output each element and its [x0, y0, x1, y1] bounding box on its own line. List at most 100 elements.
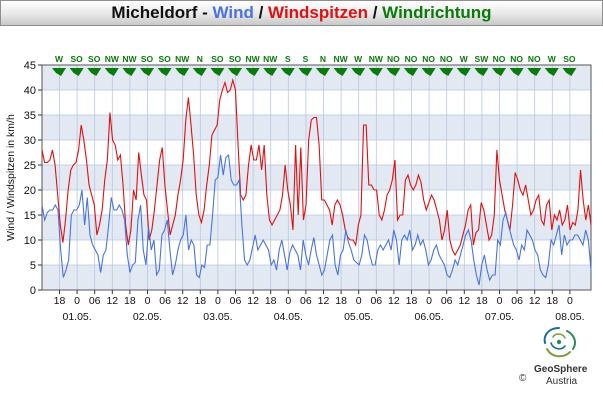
direction-label: SO	[158, 54, 171, 64]
direction-label: S	[303, 54, 309, 64]
x-date-label: 02.05.	[133, 311, 162, 323]
direction-flag-icon	[122, 68, 137, 76]
x-hour-label: 18	[476, 295, 488, 307]
y-tick-label: 5	[30, 260, 36, 272]
direction-flag-icon	[386, 68, 401, 76]
y-tick-label: 45	[24, 60, 36, 72]
title-sep-2: /	[253, 3, 269, 22]
x-hour-label: 12	[106, 295, 118, 307]
title-sep-3: /	[368, 3, 383, 22]
direction-label: S	[285, 54, 291, 64]
x-hour-label: 06	[89, 295, 101, 307]
x-hour-label: 06	[300, 295, 312, 307]
x-hour-label: 12	[458, 295, 470, 307]
x-date-label: 07.05.	[485, 311, 514, 323]
x-date-label: 03.05.	[203, 311, 232, 323]
x-hour-label: 0	[145, 295, 151, 307]
direction-label: W	[354, 54, 363, 64]
direction-label: W	[460, 54, 469, 64]
direction-label: NW	[122, 54, 137, 64]
brand-sub: Austria	[546, 376, 578, 387]
x-hour-label: 18	[546, 295, 558, 307]
direction-label: W	[548, 54, 557, 64]
x-hour-label: 12	[177, 295, 189, 307]
direction-flag-icon	[175, 68, 190, 76]
direction-flag-icon	[87, 68, 102, 76]
plot-border	[41, 64, 592, 291]
x-date-label: 01.05.	[62, 311, 91, 323]
x-hour-label: 18	[54, 295, 66, 307]
direction-flag-icon	[210, 68, 225, 76]
wind-series-line	[41, 153, 592, 286]
title-station: Micheldorf	[111, 3, 198, 22]
copyright-symbol: ©	[519, 373, 527, 384]
direction-flag-icon	[509, 68, 524, 76]
x-hour-label: 06	[370, 295, 382, 307]
y-tick-label: 15	[24, 210, 36, 222]
direction-label: NW	[246, 54, 261, 64]
plot-band	[42, 265, 591, 290]
x-date-label: 05.05.	[344, 311, 373, 323]
x-date-label: 06.05.	[414, 311, 443, 323]
x-hour-label: 18	[406, 295, 418, 307]
x-hour-label: 06	[230, 295, 242, 307]
direction-label: NO	[422, 54, 435, 64]
direction-flag-icon	[474, 68, 489, 76]
direction-flag-icon	[140, 68, 154, 76]
x-hour-label: 0	[356, 295, 362, 307]
direction-flag-icon	[245, 68, 260, 76]
y-tick-label: 30	[24, 135, 36, 147]
geosphere-logo	[537, 325, 581, 361]
direction-label: SW	[475, 54, 490, 64]
direction-label: NW	[263, 54, 278, 64]
geosphere-logo-icon	[543, 327, 576, 358]
brand-name: GeoSphere	[534, 364, 588, 375]
direction-label: SO	[229, 54, 242, 64]
direction-label: W	[55, 54, 64, 64]
x-hour-label: 18	[265, 295, 277, 307]
x-hour-label: 12	[247, 295, 259, 307]
x-date-label: 04.05.	[274, 311, 303, 323]
direction-flag-icon	[368, 68, 383, 76]
direction-flag-icon	[316, 68, 330, 76]
direction-flag-icon	[157, 68, 172, 76]
y-tick-label: 0	[30, 285, 36, 297]
direction-label: NO	[510, 54, 523, 64]
direction-flag-icon	[52, 68, 66, 76]
direction-label: SO	[141, 54, 154, 64]
y-tick-label: 40	[24, 85, 36, 97]
direction-label: SO	[88, 54, 101, 64]
x-hour-label: 0	[426, 295, 432, 307]
direction-label: NW	[175, 54, 190, 64]
x-hour-label: 18	[194, 295, 206, 307]
direction-flag-icon	[404, 68, 418, 76]
x-hour-label: 06	[441, 295, 453, 307]
x-hour-label: 12	[318, 295, 330, 307]
direction-flag-icon	[104, 68, 119, 76]
x-hour-label: 12	[529, 295, 541, 307]
gust-series-line	[41, 77, 592, 257]
x-hour-label: 0	[497, 295, 503, 307]
direction-flag-icon	[544, 68, 559, 76]
x-hour-label: 0	[74, 295, 80, 307]
x-date-label: 08.05.	[555, 311, 584, 323]
direction-flag-icon	[351, 68, 366, 76]
direction-label: N	[320, 54, 326, 64]
title-wind: Wind	[212, 3, 254, 22]
direction-label: NO	[493, 54, 506, 64]
direction-flag-icon	[228, 68, 242, 76]
title-sep-1: -	[197, 3, 213, 22]
direction-label: NW	[369, 54, 384, 64]
x-hour-label: 18	[124, 295, 136, 307]
x-hour-label: 18	[335, 295, 347, 307]
direction-label: SO	[563, 54, 576, 64]
direction-flag-icon	[456, 68, 471, 76]
direction-flag-icon	[492, 68, 506, 76]
chart-title: Micheldorf - Wind / Windspitzen / Windri…	[0, 0, 603, 26]
direction-flag-icon	[280, 68, 295, 76]
y-tick-label: 20	[24, 185, 36, 197]
plot-band	[42, 165, 591, 190]
direction-flag-icon	[421, 68, 436, 76]
title-direction: Windrichtung	[382, 3, 492, 22]
x-hour-label: 06	[511, 295, 523, 307]
